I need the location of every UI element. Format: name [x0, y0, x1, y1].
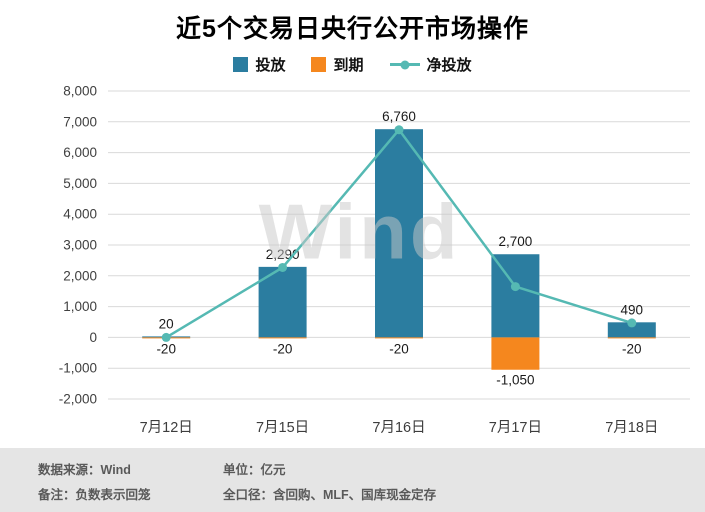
legend-item-net-injection[interactable]: 净投放 — [389, 54, 472, 75]
svg-text:6,760: 6,760 — [382, 109, 416, 124]
svg-text:2,700: 2,700 — [499, 234, 533, 249]
data-source-label: 数据来源：Wind — [38, 463, 131, 477]
svg-text:7月18日: 7月18日 — [605, 420, 658, 436]
svg-text:5,000: 5,000 — [63, 176, 97, 191]
svg-text:7,000: 7,000 — [63, 114, 97, 129]
svg-text:2,000: 2,000 — [63, 268, 97, 283]
legend-line-swatch-teal — [389, 60, 420, 69]
svg-text:-20: -20 — [156, 341, 176, 356]
svg-text:4,000: 4,000 — [63, 207, 97, 222]
legend-item-injection[interactable]: 投放 — [233, 54, 285, 75]
svg-text:-2,000: -2,000 — [59, 392, 97, 407]
scope-label: 全口径：含回购、MLF、国库现金定存 — [223, 488, 437, 502]
legend-label-net-injection: 净投放 — [426, 57, 472, 74]
legend-bar-swatch-orange — [311, 57, 327, 72]
svg-text:1,000: 1,000 — [63, 299, 97, 314]
svg-text:0: 0 — [89, 330, 97, 345]
svg-text:7月15日: 7月15日 — [256, 420, 309, 436]
unit-label: 单位：亿元 — [223, 463, 286, 477]
legend-line-dot — [400, 60, 409, 69]
chart-legend: 投放 到期 净投放 — [0, 54, 705, 75]
svg-text:7月16日: 7月16日 — [372, 420, 425, 436]
legend-label-maturity: 到期 — [333, 57, 364, 74]
svg-text:8,000: 8,000 — [63, 84, 97, 99]
footer: 数据来源：Wind 单位：亿元 备注：负数表示回笼 全口径：含回购、MLF、国库… — [0, 448, 705, 512]
svg-text:-20: -20 — [622, 341, 642, 356]
svg-text:-20: -20 — [273, 341, 293, 356]
svg-text:-1,050: -1,050 — [496, 373, 534, 388]
svg-text:20: 20 — [159, 316, 174, 331]
svg-text:7月17日: 7月17日 — [489, 420, 542, 436]
legend-item-maturity[interactable]: 到期 — [311, 54, 364, 75]
note-label: 备注：负数表示回笼 — [38, 488, 151, 502]
legend-bar-swatch-blue — [233, 57, 249, 72]
legend-label-injection: 投放 — [255, 57, 286, 74]
page-title: 近5个交易日央行公开市场操作 — [176, 15, 529, 43]
svg-text:3,000: 3,000 — [63, 238, 97, 253]
svg-text:7月12日: 7月12日 — [140, 420, 193, 436]
chart-area: Wind 8,000 7,000 6,000 5,000 4,000 3,000 2,000… — [0, 77, 705, 445]
svg-text:-1,000: -1,000 — [59, 361, 97, 376]
svg-text:490: 490 — [621, 302, 644, 317]
chart-svg: 8,000 7,000 6,000 5,000 4,000 3,000 2,000 1,000… — [59, 84, 690, 436]
svg-text:-20: -20 — [389, 341, 409, 356]
svg-text:6,000: 6,000 — [63, 145, 97, 160]
